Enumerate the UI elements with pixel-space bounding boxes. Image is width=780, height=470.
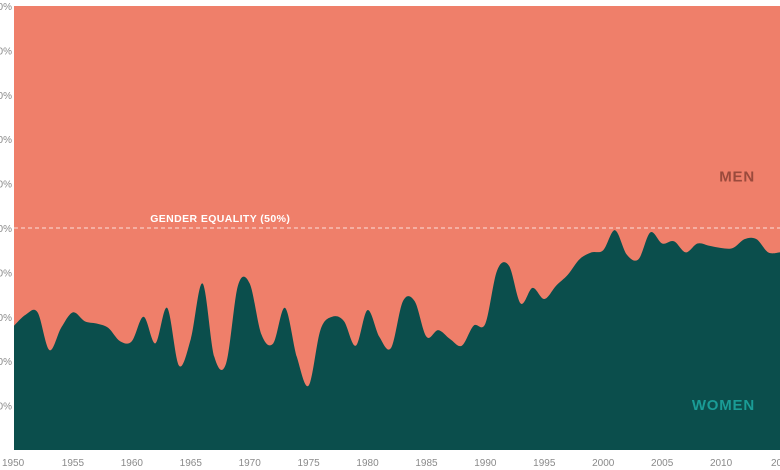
y-tick-label: 100%	[0, 2, 12, 13]
women-series-label: WOMEN	[692, 397, 755, 414]
men-series-label: MEN	[719, 168, 755, 185]
y-tick-label: 40%	[0, 268, 12, 279]
y-tick-label: 80%	[0, 91, 12, 102]
women-area	[14, 230, 780, 450]
y-tick-label: 30%	[0, 313, 12, 324]
x-tick-label: 1990	[474, 458, 497, 469]
x-tick-label: 1975	[297, 458, 320, 469]
x-tick-label: 2000	[592, 458, 615, 469]
x-tick-label: 1965	[180, 458, 203, 469]
x-tick-label: 1995	[533, 458, 556, 469]
y-tick-label: 50%	[0, 224, 12, 235]
x-tick-label: 1980	[356, 458, 379, 469]
x-tick-label: 1955	[62, 458, 85, 469]
y-tick-label: 60%	[0, 180, 12, 191]
x-tick-label: 2005	[651, 458, 674, 469]
x-tick-label: 2010	[710, 458, 733, 469]
x-tick-label: 1985	[415, 458, 438, 469]
x-tick-label: 1970	[239, 458, 262, 469]
x-axis-ticks: 1950 1955 1960 1965 1970 1975 1980 1985 1990 1995…	[2, 458, 780, 469]
y-tick-label: 10%	[0, 402, 12, 413]
x-tick-label: 1950	[2, 458, 25, 469]
y-tick-label: 90%	[0, 46, 12, 57]
y-tick-label: 20%	[0, 357, 12, 368]
x-tick-label: 1960	[121, 458, 144, 469]
y-axis-ticks: 10% 20% 30% 40% 50% 60% 70% 80% 90% 100%	[0, 2, 12, 413]
y-tick-label: 70%	[0, 135, 12, 146]
x-tick-label: 2015	[771, 458, 780, 469]
gender-equality-label: GENDER EQUALITY (50%)	[150, 213, 290, 225]
